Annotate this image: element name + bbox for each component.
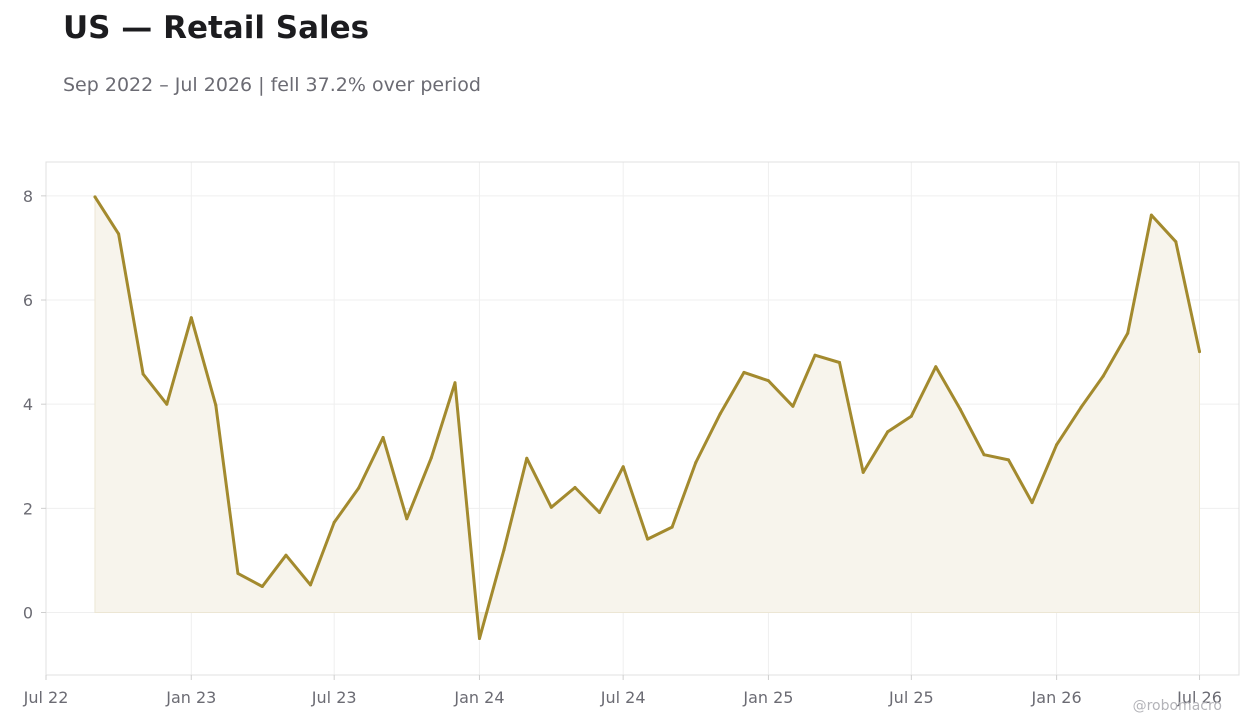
data-point bbox=[1126, 331, 1130, 335]
x-axis-ticks: Jul 22 Jan 23 Jul 23 Jan 24 Jul 24 Jan 25 Jul … bbox=[23, 675, 1222, 707]
data-point bbox=[909, 414, 913, 418]
data-point bbox=[1030, 501, 1034, 505]
data-point bbox=[934, 365, 938, 369]
data-point bbox=[549, 505, 553, 509]
data-point bbox=[165, 402, 169, 406]
area-layer bbox=[94, 195, 1200, 639]
x-tick-label: Jul 22 bbox=[23, 688, 69, 707]
data-point bbox=[502, 548, 506, 552]
data-point bbox=[1007, 458, 1010, 462]
data-point bbox=[1101, 374, 1105, 378]
credit-text: @robomacro bbox=[1133, 698, 1222, 714]
data-point bbox=[958, 407, 962, 411]
data-point bbox=[694, 461, 698, 464]
x-tick-label: Jan 26 bbox=[1031, 688, 1082, 707]
data-point bbox=[405, 517, 409, 521]
data-point bbox=[861, 470, 865, 474]
data-point bbox=[309, 583, 312, 587]
data-point bbox=[429, 456, 433, 460]
x-tick-label: Jul 26 bbox=[1176, 688, 1222, 707]
data-point bbox=[214, 403, 218, 407]
data-point bbox=[838, 361, 841, 364]
x-tick-label: Jan 24 bbox=[453, 688, 504, 707]
data-point bbox=[646, 537, 650, 541]
data-point bbox=[791, 404, 795, 408]
data-point bbox=[260, 585, 264, 588]
data-point bbox=[886, 430, 890, 434]
y-tick-label: 6 bbox=[23, 291, 33, 310]
data-point bbox=[766, 379, 770, 383]
data-point bbox=[1055, 443, 1059, 447]
chart-subtitle: Sep 2022 – Jul 2026 | fell 37.2% over pe… bbox=[63, 74, 481, 96]
data-point bbox=[236, 571, 240, 575]
data-point bbox=[1174, 240, 1178, 244]
data-point bbox=[332, 520, 336, 524]
data-point bbox=[284, 553, 288, 557]
data-point bbox=[93, 195, 97, 199]
y-tick-label: 0 bbox=[23, 604, 33, 623]
y-tick-label: 4 bbox=[23, 395, 33, 414]
x-tick-label: Jul 24 bbox=[600, 688, 646, 707]
data-point bbox=[141, 372, 145, 376]
x-tick-label: Jan 25 bbox=[742, 688, 793, 707]
data-point bbox=[381, 436, 385, 439]
x-tick-label: Jan 23 bbox=[165, 688, 216, 707]
data-point bbox=[357, 486, 361, 490]
data-point bbox=[742, 370, 746, 374]
data-point bbox=[621, 465, 625, 469]
line-layer bbox=[93, 195, 1201, 640]
data-point bbox=[189, 316, 193, 320]
data-point bbox=[117, 232, 121, 236]
x-tick-label: Jul 25 bbox=[888, 688, 934, 707]
data-point bbox=[813, 353, 817, 357]
data-point bbox=[478, 637, 481, 640]
data-point bbox=[525, 456, 529, 460]
chart-title: US — Retail Sales bbox=[63, 10, 370, 46]
y-axis-ticks: 0 2 4 6 8 bbox=[23, 187, 46, 623]
y-tick-label: 2 bbox=[23, 499, 33, 518]
data-point bbox=[670, 525, 674, 529]
data-point bbox=[598, 511, 601, 514]
data-point bbox=[1079, 405, 1083, 409]
data-point bbox=[1149, 213, 1153, 217]
x-tick-label: Jul 23 bbox=[311, 688, 357, 707]
data-point bbox=[718, 412, 722, 416]
data-point bbox=[1198, 350, 1201, 354]
plot-frame bbox=[45, 161, 1240, 676]
data-point bbox=[982, 453, 986, 457]
series-area-fill bbox=[94, 195, 1200, 639]
data-point bbox=[453, 381, 457, 385]
y-tick-label: 8 bbox=[23, 187, 33, 206]
data-point bbox=[573, 486, 577, 489]
